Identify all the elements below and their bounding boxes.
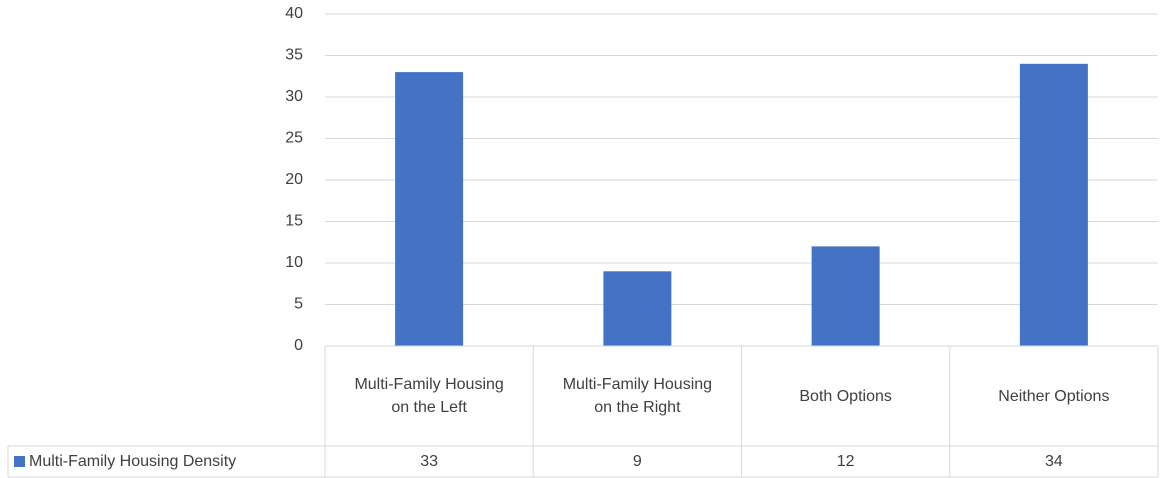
table-value: 33 (420, 453, 439, 470)
y-tick-label: 15 (285, 213, 303, 230)
x-tick-label: Both Options (799, 387, 892, 405)
x-tick-label: Neither Options (998, 387, 1110, 405)
bar (1019, 63, 1088, 347)
table-value: 9 (632, 453, 642, 470)
bar (811, 246, 880, 346)
y-tick-label: 35 (285, 47, 303, 64)
table-value: 12 (836, 453, 855, 470)
y-tick-label: 25 (285, 130, 303, 147)
y-tick-label: 5 (294, 296, 303, 313)
bar (603, 271, 672, 346)
legend-label: Multi-Family Housing Density (29, 453, 236, 470)
x-tick-label: Multi-Family Housing on the Left (354, 376, 504, 416)
x-tick-label: Multi-Family Housing on the Right (562, 376, 713, 416)
y-tick-label: 0 (294, 337, 303, 354)
y-tick-label: 10 (285, 254, 303, 271)
y-tick-label: 30 (285, 88, 303, 105)
y-tick-label: 40 (285, 5, 303, 22)
y-tick-label: 20 (285, 171, 303, 188)
legend-swatch (14, 456, 25, 467)
table-value: 34 (1044, 453, 1063, 470)
bar (395, 72, 464, 346)
